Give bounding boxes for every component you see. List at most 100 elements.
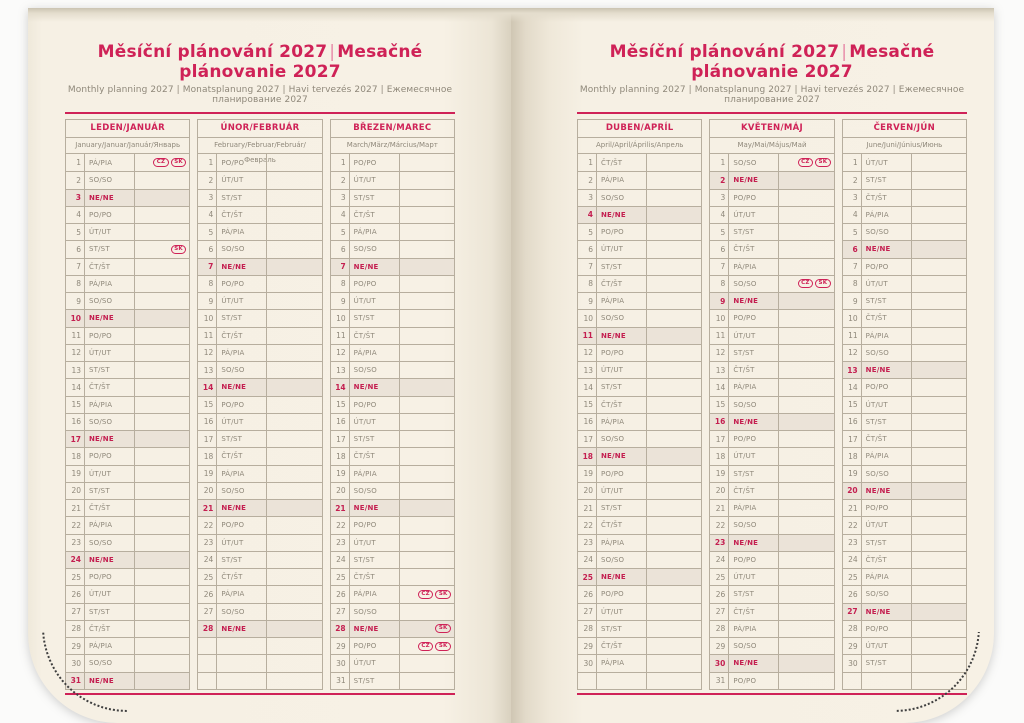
weekday-label: PÁ/PIA bbox=[862, 327, 912, 344]
note-cell bbox=[400, 276, 454, 292]
note-cell bbox=[912, 154, 966, 171]
weekday-label: PÁ/PIA bbox=[729, 620, 780, 637]
day-number: 7 bbox=[578, 258, 597, 275]
day-number: 18 bbox=[843, 448, 862, 465]
day-row: 7 PÁ/PIA bbox=[710, 257, 834, 275]
header-rule bbox=[65, 112, 455, 114]
day-row: 18 ČT/ŠT bbox=[198, 447, 322, 465]
weekday-label: NE/NE bbox=[862, 362, 912, 379]
header-rule bbox=[577, 112, 967, 114]
weekday-label: ST/ST bbox=[597, 258, 647, 275]
note-cell bbox=[912, 259, 966, 275]
day-row: 10 ST/ST bbox=[198, 309, 322, 327]
note-cell bbox=[400, 483, 454, 499]
note-cell bbox=[779, 241, 833, 257]
note-cell bbox=[135, 379, 189, 395]
day-row: 4 ČT/ŠT bbox=[198, 205, 322, 223]
day-row: 24 ČT/ŠT bbox=[842, 550, 966, 568]
weekday-label: PÁ/PIA bbox=[85, 154, 135, 172]
day-row: 25 NE/NE bbox=[578, 568, 702, 586]
day-number: 23 bbox=[843, 534, 862, 551]
day-number: 4 bbox=[843, 206, 862, 223]
note-cell bbox=[267, 379, 321, 395]
weekday-label: ÚT/UT bbox=[217, 413, 268, 430]
note-cell bbox=[135, 414, 189, 430]
weekday-label: PÁ/PIA bbox=[729, 379, 780, 396]
weekday-label: ST/ST bbox=[217, 189, 268, 206]
day-row: 31 NE/NE bbox=[66, 671, 190, 689]
day-number: 15 bbox=[66, 396, 85, 413]
day-row: 28 NE/NE bbox=[198, 619, 322, 637]
note-cell bbox=[647, 379, 701, 395]
weekday-label: NE/NE bbox=[350, 258, 400, 275]
day-row: 16 PÁ/PIA bbox=[578, 412, 702, 430]
day-number: 11 bbox=[331, 327, 350, 344]
weekday-label: NE/NE bbox=[597, 327, 647, 344]
day-number: 27 bbox=[843, 603, 862, 620]
day-number: 20 bbox=[198, 482, 218, 499]
day-number: 31 bbox=[710, 672, 730, 689]
note-cell bbox=[779, 621, 833, 637]
day-row: 16 SO/SO bbox=[66, 412, 190, 430]
day-number: 12 bbox=[843, 344, 862, 361]
day-row: 17 NE/NE bbox=[66, 430, 190, 448]
day-row: 26 SO/SO bbox=[842, 585, 966, 603]
weekday-label: NE/NE bbox=[729, 413, 780, 430]
weekday-label: ÚT/UT bbox=[729, 569, 780, 586]
holiday-badge-sk: SK bbox=[170, 244, 187, 254]
day-number: 28 bbox=[843, 620, 862, 637]
day-number: 3 bbox=[198, 189, 218, 206]
day-number: 6 bbox=[66, 241, 85, 258]
weekday-label: SO/SO bbox=[217, 603, 268, 620]
day-number: 5 bbox=[843, 224, 862, 241]
weekday-label: PO/PO bbox=[350, 638, 400, 655]
note-cell bbox=[267, 328, 321, 344]
day-number: 23 bbox=[710, 534, 730, 551]
weekday-label: PO/PO bbox=[217, 275, 268, 292]
day-number: 19 bbox=[578, 465, 597, 482]
weekday-label: NE/NE bbox=[85, 431, 135, 448]
weekday-label: PO/PO bbox=[350, 154, 400, 172]
day-number: 3 bbox=[66, 189, 85, 206]
day-row: 18 ČT/ŠT bbox=[330, 447, 454, 465]
note-cell bbox=[779, 638, 833, 654]
note-cell bbox=[400, 500, 454, 516]
weekday-label: PO/PO bbox=[729, 551, 780, 568]
weekday-label: PÁ/PIA bbox=[862, 206, 912, 223]
note-cell bbox=[400, 535, 454, 551]
weekday-label: NE/NE bbox=[862, 482, 912, 499]
month-subtitle: February/Februar/Február/Февраль bbox=[198, 138, 322, 164]
weekday-label: ČT/ŠT bbox=[862, 431, 912, 448]
day-number: 20 bbox=[66, 482, 85, 499]
weekday-label: NE/NE bbox=[597, 448, 647, 465]
day-number: 9 bbox=[66, 293, 85, 310]
weekday-label: ÚT/UT bbox=[350, 172, 400, 189]
weekday-label: PÁ/PIA bbox=[597, 172, 647, 189]
note-cell bbox=[400, 172, 454, 188]
day-row: 14 NE/NE bbox=[330, 378, 454, 396]
day-row: 25 ČT/ŠT bbox=[198, 568, 322, 586]
day-row: 23 ÚT/UT bbox=[330, 533, 454, 551]
note-cell bbox=[779, 224, 833, 240]
day-row: 14 ST/ST bbox=[578, 378, 702, 396]
weekday-label: ČT/ŠT bbox=[350, 569, 400, 586]
note-cell bbox=[135, 276, 189, 292]
day-row: 29 PO/PO CZ SK bbox=[330, 637, 454, 655]
weekday-label: ČT/ŠT bbox=[729, 603, 780, 620]
day-number: 11 bbox=[843, 327, 862, 344]
weekday-label: ČT/ŠT bbox=[597, 275, 647, 292]
day-number bbox=[198, 638, 218, 655]
day-number: 26 bbox=[578, 586, 597, 603]
day-row: 29 PÁ/PIA bbox=[66, 637, 190, 655]
weekday-label: ÚT/UT bbox=[862, 396, 912, 413]
weekday-label: SO/SO bbox=[862, 586, 912, 603]
day-row: 25 ČT/ŠT bbox=[330, 568, 454, 586]
empty-row bbox=[198, 637, 322, 655]
weekday-label: ČT/ŠT bbox=[862, 189, 912, 206]
day-row: 20 ČT/ŠT bbox=[710, 481, 834, 499]
day-number: 2 bbox=[843, 172, 862, 189]
day-number: 7 bbox=[843, 258, 862, 275]
weekday-label: PO/PO bbox=[85, 569, 135, 586]
day-row: 3 SO/SO bbox=[578, 188, 702, 206]
day-number: 9 bbox=[843, 293, 862, 310]
